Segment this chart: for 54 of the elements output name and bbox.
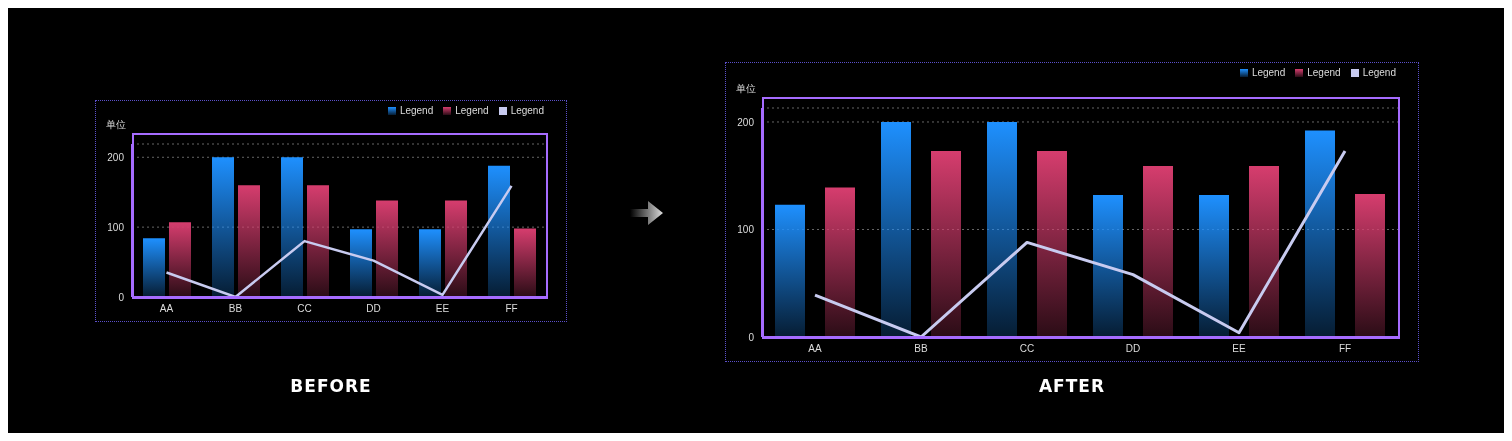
line-series — [813, 149, 1347, 337]
bar — [376, 200, 398, 297]
bar — [212, 157, 234, 297]
bar — [1037, 151, 1067, 337]
legend-label: Legend — [455, 105, 489, 116]
bar — [350, 229, 372, 297]
x-tick-label: BB — [914, 343, 928, 355]
bar — [825, 187, 855, 337]
legend-label: Legend — [1307, 67, 1341, 78]
bar — [169, 222, 191, 297]
x-tick-label: DD — [1125, 343, 1141, 355]
x-tick-label: FF — [505, 303, 518, 315]
bar — [1305, 130, 1335, 337]
y-tick-label: 0 — [118, 291, 125, 303]
text: BEFORE — [289, 376, 373, 396]
y-tick-label: 0 — [748, 331, 755, 343]
x-tick-label: DD — [366, 303, 381, 315]
bar — [1143, 166, 1173, 337]
x-tick-label: CC — [1019, 343, 1035, 355]
legend-label: Legend — [399, 105, 434, 116]
bar — [1249, 166, 1279, 337]
bar — [238, 185, 260, 297]
x-tick-label: BB — [228, 303, 243, 315]
y-tick-label: 200 — [107, 151, 125, 163]
bar — [775, 204, 805, 337]
y-tick-label: 100 — [737, 224, 755, 236]
x-tick-label: CC — [297, 303, 312, 315]
bar — [445, 200, 467, 297]
x-tick-label: AA — [808, 343, 822, 355]
bar — [307, 185, 329, 297]
x-tick-label: FF — [1338, 343, 1352, 355]
bar — [488, 165, 510, 297]
y-tick-label: 100 — [107, 221, 125, 233]
legend-label: Legend — [1362, 67, 1396, 78]
text: AFTER — [1037, 376, 1107, 396]
x-tick-label: AA — [159, 303, 174, 315]
y-axis-title: 单位 — [736, 82, 756, 96]
bar — [514, 228, 536, 297]
bar — [419, 229, 441, 297]
bar — [281, 157, 303, 297]
bar — [143, 238, 165, 297]
bar — [881, 121, 911, 337]
bar — [931, 151, 961, 337]
x-tick-label: EE — [435, 303, 450, 315]
bar — [1093, 195, 1123, 337]
legend-label: Legend — [1251, 67, 1286, 78]
x-tick-label: EE — [1232, 343, 1246, 355]
legend-label: Legend — [510, 105, 544, 116]
line-series — [165, 184, 513, 297]
bar — [1355, 194, 1385, 337]
bar — [987, 121, 1017, 337]
y-axis-title: 单位 — [106, 118, 126, 132]
bar — [1199, 195, 1229, 337]
y-tick-label: 200 — [737, 116, 755, 128]
